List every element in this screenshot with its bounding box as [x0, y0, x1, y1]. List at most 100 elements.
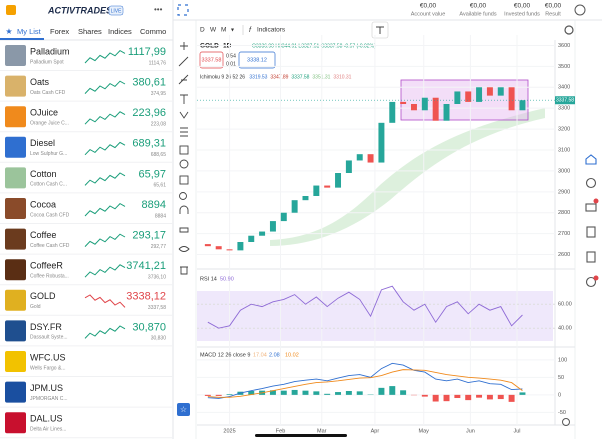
row-name[interactable]: Cocoa: [30, 199, 56, 209]
row-low: 65,61: [153, 183, 166, 189]
row-name[interactable]: Cotton: [30, 169, 57, 179]
indicators-button[interactable]: Indicators: [257, 27, 286, 34]
timeframe[interactable]: D: [200, 27, 205, 34]
row-name[interactable]: OJuice: [30, 108, 58, 118]
ruler-tool[interactable]: [179, 175, 189, 185]
row-name[interactable]: WFC.US: [30, 352, 66, 362]
dropdown-arrow[interactable]: ▾: [231, 28, 234, 34]
row-name[interactable]: Oats: [30, 77, 50, 87]
row-price: 30,870: [132, 321, 166, 333]
zoom-tool[interactable]: [179, 192, 187, 200]
star-icon: ★: [5, 27, 12, 36]
row-price: 3741,21: [126, 260, 166, 272]
emoji-tool[interactable]: [179, 159, 189, 169]
alerts-icon[interactable]: [585, 276, 597, 288]
news-icon[interactable]: [586, 251, 596, 263]
axis-settings[interactable]: [562, 418, 570, 426]
row-icon: [5, 106, 26, 128]
crosshair-tool[interactable]: [180, 42, 188, 50]
candle: [269, 221, 276, 232]
sell-button[interactable]: [199, 51, 224, 69]
lock-tool[interactable]: [179, 227, 189, 233]
y-tick-label: 3300: [558, 106, 570, 112]
ichimoku-label: Ichimoku 9 26 52 26: [200, 74, 245, 80]
y-tick-label: 2800: [558, 210, 570, 216]
sparkline: [84, 172, 126, 186]
fullscreen-icon[interactable]: [177, 4, 189, 16]
last-price-tag: [555, 96, 575, 105]
row-name[interactable]: Palladium: [30, 46, 70, 56]
measure-tool[interactable]: [179, 145, 189, 155]
home-icon[interactable]: [585, 154, 597, 165]
row-name[interactable]: Coffee: [30, 230, 56, 240]
user-icon[interactable]: [574, 4, 586, 16]
candle: [400, 101, 407, 104]
drawing-toolbar: [178, 42, 190, 275]
row-description: Delta Air Lines...: [30, 427, 66, 433]
tab[interactable]: Forex: [50, 27, 69, 36]
candle: [248, 235, 255, 242]
buy-button[interactable]: [238, 51, 276, 69]
tab[interactable]: Shares: [78, 27, 102, 36]
timeframe[interactable]: W: [210, 27, 217, 34]
delete-tool[interactable]: [180, 266, 188, 275]
more-icon[interactable]: •••: [154, 5, 163, 14]
line-tool[interactable]: [178, 56, 189, 67]
x-tick-label: 2025: [223, 428, 235, 434]
history-icon[interactable]: [585, 177, 597, 189]
row-name[interactable]: GOLD: [30, 291, 56, 301]
menu-icon[interactable]: [6, 5, 16, 15]
row-name[interactable]: Diesel: [30, 138, 55, 148]
macd-histogram-bar: [389, 386, 396, 395]
pattern-tool[interactable]: [179, 111, 189, 119]
row-price: 8894: [142, 199, 166, 211]
rsi-line: [207, 285, 523, 329]
tab[interactable]: My List: [17, 27, 42, 36]
magnet-tool[interactable]: [179, 205, 189, 214]
favorites-button[interactable]: [177, 403, 190, 416]
sparkline: [84, 264, 126, 278]
row-icon: [5, 167, 26, 189]
visibility-tool[interactable]: [178, 246, 190, 252]
macd-histogram-bar: [400, 390, 407, 395]
row-low: 30,830: [151, 336, 167, 342]
row-name[interactable]: DAL.US: [30, 414, 63, 424]
macd-histogram-bar: [269, 390, 276, 395]
fib-tool[interactable]: [180, 127, 188, 137]
row-icon: [5, 320, 26, 342]
y-tick-label: 2600: [558, 252, 570, 258]
row-name[interactable]: CoffeeR: [30, 261, 63, 271]
macd-histogram-bar: [226, 394, 233, 395]
row-icon: [5, 351, 26, 372]
tab[interactable]: Commo: [140, 27, 166, 36]
x-tick-label: Mar: [317, 428, 327, 434]
row-price: 1117,99: [128, 46, 166, 58]
candle: [476, 87, 483, 102]
row-icon: [5, 45, 26, 66]
rsi-tick-label: 60.00: [558, 302, 572, 308]
channel-tool[interactable]: [178, 74, 189, 85]
mail-icon[interactable]: [585, 203, 597, 212]
tab[interactable]: Indices: [108, 27, 132, 36]
timeframe[interactable]: M: [221, 27, 226, 34]
row-description: Cocoa Cash CFD: [30, 212, 70, 218]
row-price: 293,17: [132, 230, 166, 242]
row-description: Cotton Cash C...: [30, 182, 67, 188]
y-tick-label: 3500: [558, 64, 570, 70]
y-tick-label: 3400: [558, 85, 570, 91]
row-icon: [5, 75, 26, 97]
row-name[interactable]: JPM.US: [30, 383, 63, 393]
row-icon: [5, 259, 26, 281]
settings-icon[interactable]: [564, 25, 574, 35]
text-tool[interactable]: [180, 94, 188, 104]
row-icon: [5, 228, 26, 250]
ohlc: O3336.90 H3344.91 L3327.51 C3337.58 -0.5…: [252, 43, 376, 49]
x-tick-label: Jun: [466, 428, 475, 434]
calendar-icon[interactable]: [586, 226, 596, 238]
macd-histogram-bar: [454, 394, 461, 399]
stat-label: Invested funds: [504, 11, 540, 17]
row-name[interactable]: DSY.FR: [30, 322, 62, 332]
row-description: Wells Fargo &...: [30, 365, 65, 371]
row-icon: [5, 136, 26, 158]
